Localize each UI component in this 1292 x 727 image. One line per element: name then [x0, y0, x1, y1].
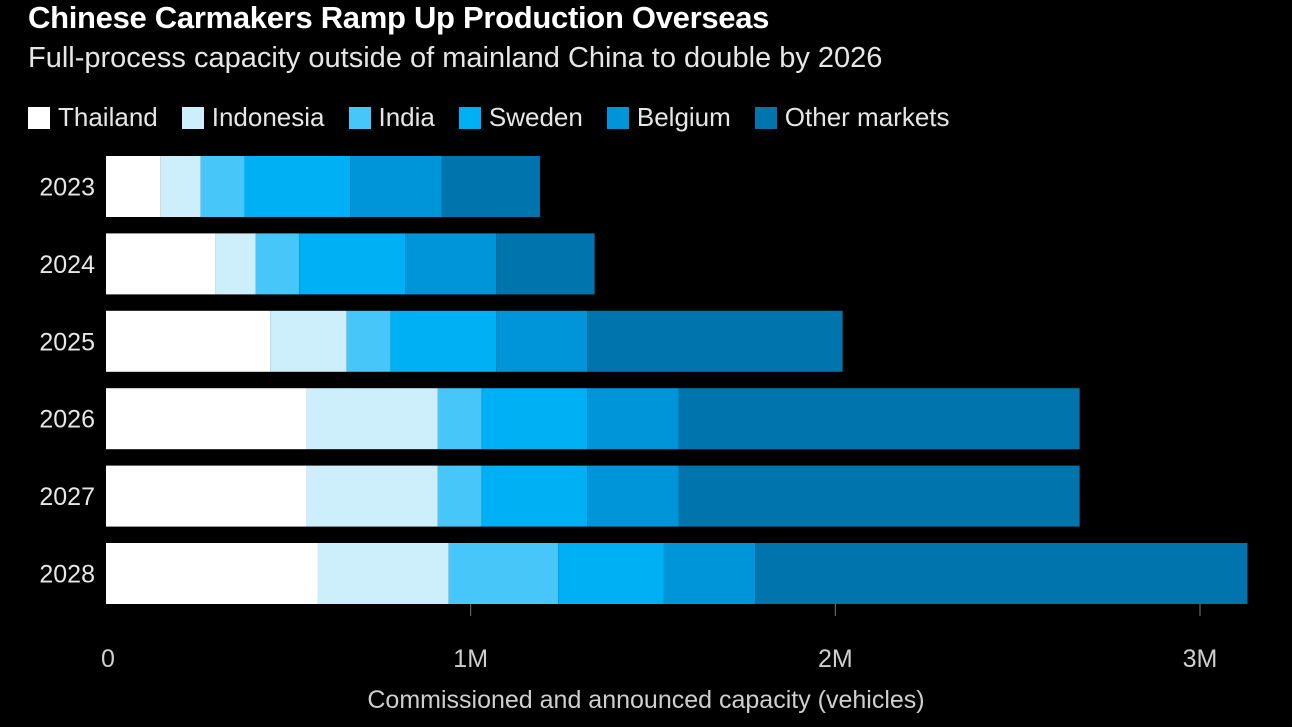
bar-segment-other-markets-2024 — [496, 233, 595, 295]
bar-segment-sweden-2023 — [244, 156, 351, 217]
legend-item: Thailand — [28, 102, 158, 133]
legend: Thailand Indonesia India Sweden Belgium Other… — [28, 102, 974, 133]
legend-swatch — [606, 106, 629, 129]
legend-item: India — [348, 102, 435, 133]
stacked-bar-chart: 0 1M 2M 3M 2023 2024 2025 2026 2027 2028 — [39, 156, 1248, 673]
bar-segment-thailand-2025 — [106, 310, 271, 372]
bar-segment-india-2026 — [437, 388, 482, 450]
legend-label: Other markets — [784, 102, 950, 132]
x-tick-label: 3M — [1183, 645, 1218, 673]
chart-subtitle: Full-process capacity outside of mainlan… — [28, 42, 883, 74]
legend-swatch — [181, 106, 204, 129]
y-category-label: 2026 — [39, 406, 95, 434]
legend-label: Belgium — [636, 102, 731, 132]
bar-segment-thailand-2027 — [106, 465, 307, 527]
bar-segment-other-markets-2027 — [678, 465, 1080, 527]
bar-segment-india-2028 — [448, 543, 559, 604]
x-tick-label: 2M — [818, 645, 853, 673]
bar-segment-india-2025 — [346, 310, 391, 372]
legend-swatch — [28, 106, 50, 129]
bar-segment-india-2027 — [437, 465, 482, 527]
bar-segment-belgium-2026 — [587, 388, 679, 450]
bar-segment-belgium-2024 — [405, 233, 497, 295]
x-axis-label: Commissioned and announced capacity (veh… — [367, 686, 925, 714]
bar-segment-belgium-2025 — [496, 310, 588, 372]
legend-swatch — [458, 106, 481, 129]
bar-segment-thailand-2023 — [106, 156, 161, 217]
bar-segment-other-markets-2023 — [441, 156, 540, 217]
x-tick-label: 0 — [101, 645, 115, 673]
bar-segment-sweden-2025 — [390, 310, 497, 372]
y-category-label: 2027 — [39, 483, 95, 511]
bar-segment-indonesia-2027 — [306, 465, 438, 527]
bar-segment-belgium-2027 — [587, 465, 679, 527]
bar-segment-sweden-2028 — [558, 543, 664, 604]
legend-item: Other markets — [754, 102, 950, 133]
bar-segment-belgium-2028 — [663, 543, 756, 604]
bar-segment-india-2024 — [255, 233, 300, 295]
legend-label: Thailand — [58, 102, 158, 132]
legend-swatch — [754, 106, 777, 129]
bar-segment-sweden-2024 — [299, 233, 406, 295]
bar-segment-indonesia-2023 — [160, 156, 201, 217]
bar-segment-sweden-2027 — [481, 465, 588, 527]
y-category-label: 2023 — [39, 174, 95, 202]
y-category-label: 2024 — [39, 251, 95, 279]
legend-item: Sweden — [458, 102, 583, 133]
bar-segment-sweden-2026 — [481, 388, 588, 450]
bar-segment-thailand-2026 — [106, 388, 307, 450]
bar-segment-india-2023 — [200, 156, 245, 217]
legend-item: Indonesia — [181, 102, 325, 133]
bar-segment-indonesia-2025 — [270, 310, 347, 372]
legend-label: Sweden — [488, 102, 583, 132]
bar-segment-other-markets-2028 — [755, 543, 1248, 604]
bar-segment-other-markets-2025 — [587, 310, 843, 372]
legend-item: Belgium — [606, 102, 731, 133]
x-tick-label: 1M — [453, 645, 488, 673]
bar-segment-indonesia-2028 — [317, 543, 449, 604]
bar-segment-belgium-2023 — [350, 156, 442, 217]
y-category-label: 2025 — [39, 328, 95, 356]
bar-segment-thailand-2024 — [106, 233, 216, 295]
legend-label: Indonesia — [211, 102, 325, 132]
legend-label: India — [378, 102, 435, 132]
y-category-label: 2028 — [39, 561, 95, 589]
bar-segment-indonesia-2024 — [215, 233, 256, 295]
bar-segment-indonesia-2026 — [306, 388, 438, 450]
legend-swatch — [348, 106, 371, 129]
bar-segment-other-markets-2026 — [678, 388, 1080, 450]
chart-title: Chinese Carmakers Ramp Up Production Ove… — [28, 0, 770, 35]
bar-segment-thailand-2028 — [106, 543, 318, 604]
